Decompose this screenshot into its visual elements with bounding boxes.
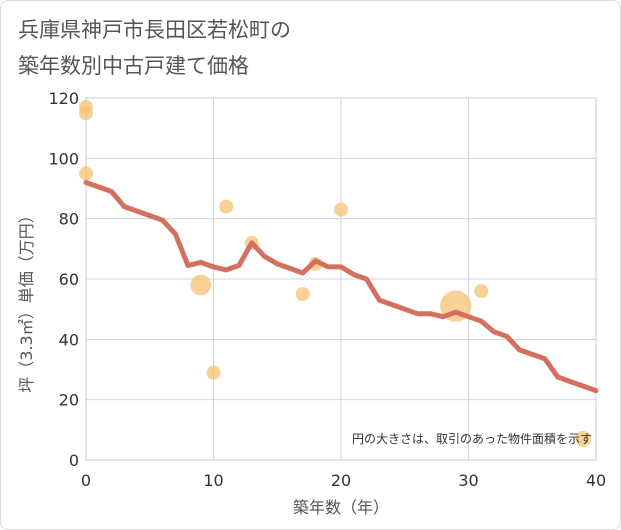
chart-title-line1: 兵庫県神戸市長田区若松町の xyxy=(18,18,291,42)
scatter-point xyxy=(334,202,348,217)
scatter-point xyxy=(474,284,489,299)
x-tick-label: 30 xyxy=(458,471,478,490)
y-tick-labels: 0 20 40 60 80 100 120 xyxy=(48,89,79,470)
x-tick-label: 10 xyxy=(203,471,223,490)
y-tick-label: 60 xyxy=(59,270,79,289)
scatter-point xyxy=(79,106,93,121)
x-tick-label: 20 xyxy=(331,471,351,490)
scatter-point xyxy=(575,430,592,447)
y-tick-label: 40 xyxy=(59,330,79,349)
y-axis-label: 坪（3.3㎡）単価（万円） xyxy=(17,207,36,392)
scatter-point xyxy=(190,274,212,296)
chart-title: 兵庫県神戸市長田区若松町の 築年数別中古戸建て価格 xyxy=(18,12,291,84)
x-tick-labels: 0 10 20 30 40 xyxy=(81,471,606,490)
x-axis-label: 築年数（年） xyxy=(293,498,389,517)
scatter-point xyxy=(79,166,93,181)
y-tick-label: 120 xyxy=(48,89,79,108)
scatter-point xyxy=(219,199,234,214)
x-tick-label: 40 xyxy=(586,471,606,490)
trend-line xyxy=(83,180,599,394)
x-tick-label: 0 xyxy=(81,471,91,490)
y-tick-label: 20 xyxy=(59,391,79,410)
scatter-point xyxy=(206,365,221,380)
scatter-point xyxy=(295,287,310,302)
y-tick-label: 100 xyxy=(48,149,79,168)
size-note: 円の大きさは、取引のあった物件面積を示す xyxy=(352,431,592,446)
chart-title-line2: 築年数別中古戸建て価格 xyxy=(18,54,249,78)
y-tick-label: 80 xyxy=(59,210,79,229)
y-tick-label: 0 xyxy=(69,451,79,470)
